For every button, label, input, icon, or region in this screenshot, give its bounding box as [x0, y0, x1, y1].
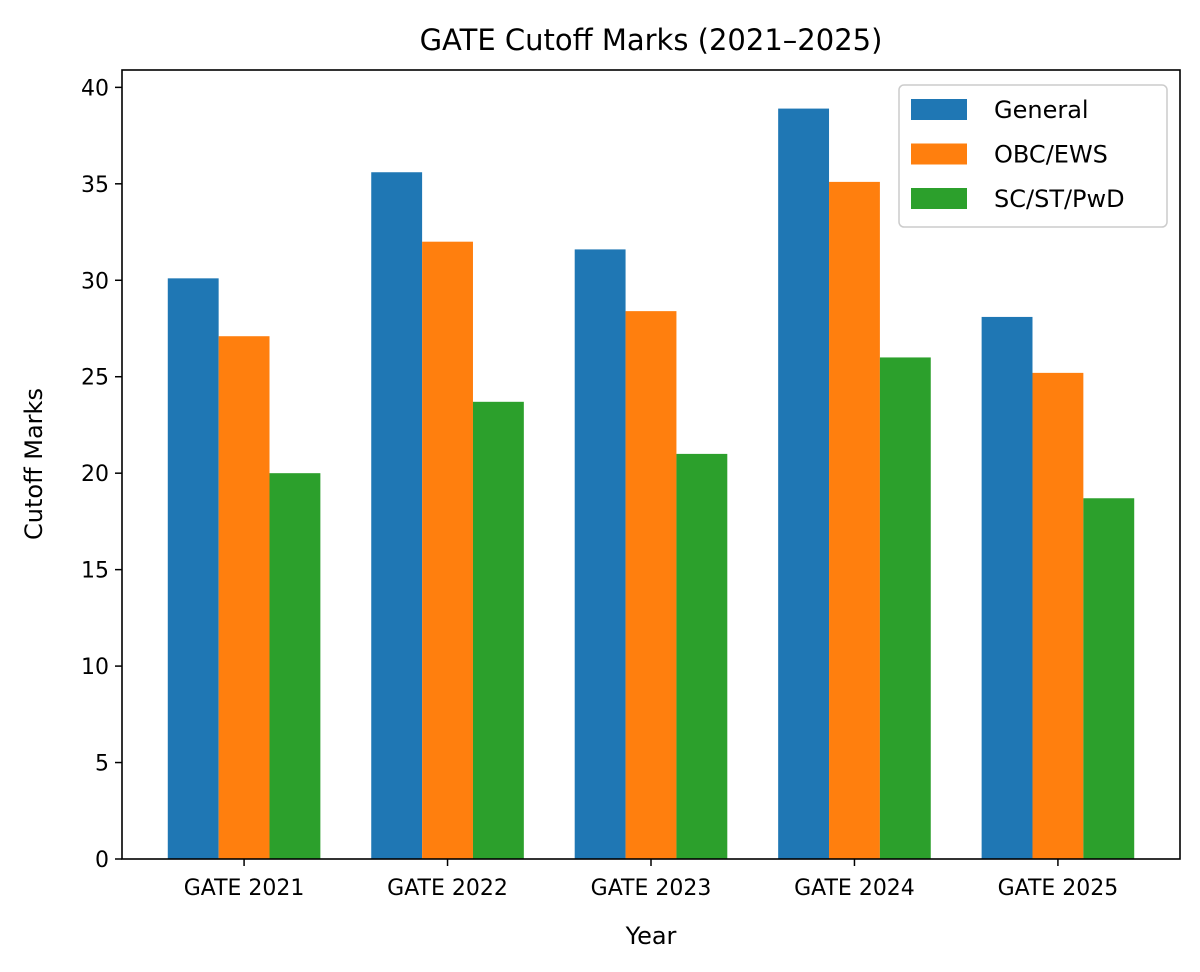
- bar-general-1: [371, 172, 423, 859]
- y-tick-label: 40: [81, 76, 109, 101]
- x-axis: GATE 2021 GATE 2022 GATE 2023 GATE 2024 GATE…: [184, 859, 1119, 901]
- plot-frame: [121, 69, 1181, 860]
- legend-swatch: [911, 99, 967, 120]
- y-axis: 0 5 10 15 20 25 30 35 40: [81, 76, 122, 873]
- y-tick-label: 20: [81, 462, 109, 487]
- y-tick-label: 35: [81, 173, 109, 198]
- bar-sc-st-pwd-0: [269, 473, 321, 859]
- bar-obc-ews-3: [829, 181, 880, 860]
- legend-label: OBC/EWS: [994, 141, 1108, 169]
- bar-obc-ews-0: [218, 336, 270, 859]
- x-tick-label: GATE 2025: [998, 876, 1119, 901]
- y-tick-label: 15: [81, 559, 109, 584]
- y-tick-label: 30: [81, 269, 109, 294]
- legend-label: SC/ST/PwD: [994, 185, 1125, 213]
- y-tick-label: 0: [95, 848, 109, 873]
- x-tick-label: GATE 2022: [387, 876, 508, 901]
- y-tick-label: 10: [81, 655, 109, 680]
- bar-sc-st-pwd-3: [879, 357, 931, 859]
- x-axis-label: Year: [625, 922, 677, 950]
- y-tick-label: 5: [95, 752, 109, 777]
- bar-sc-st-pwd-4: [1083, 498, 1135, 859]
- legend-swatch: [911, 188, 967, 209]
- bar-obc-ews-4: [1032, 372, 1084, 859]
- bar-sc-st-pwd-1: [472, 401, 524, 859]
- bar-obc-ews-2: [625, 311, 677, 859]
- bar-obc-ews-1: [422, 241, 473, 860]
- bar-general-4: [981, 316, 1033, 859]
- legend-swatch: [911, 143, 967, 165]
- bar-general-3: [778, 108, 830, 859]
- y-axis-label: Cutoff Marks: [20, 388, 48, 540]
- bar-sc-st-pwd-2: [676, 453, 728, 859]
- x-tick-label: GATE 2021: [184, 876, 305, 901]
- bars: [167, 108, 1135, 860]
- chart-title: GATE Cutoff Marks (2021–2025): [420, 23, 883, 57]
- bar-general-0: [167, 278, 219, 859]
- x-tick-label: GATE 2023: [591, 876, 712, 901]
- y-tick-label: 25: [81, 366, 109, 391]
- x-tick-label: GATE 2024: [794, 876, 915, 901]
- legend: General OBC/EWS SC/ST/PwD: [898, 84, 1168, 228]
- bar-general-2: [574, 249, 626, 859]
- legend-label: General: [994, 96, 1089, 124]
